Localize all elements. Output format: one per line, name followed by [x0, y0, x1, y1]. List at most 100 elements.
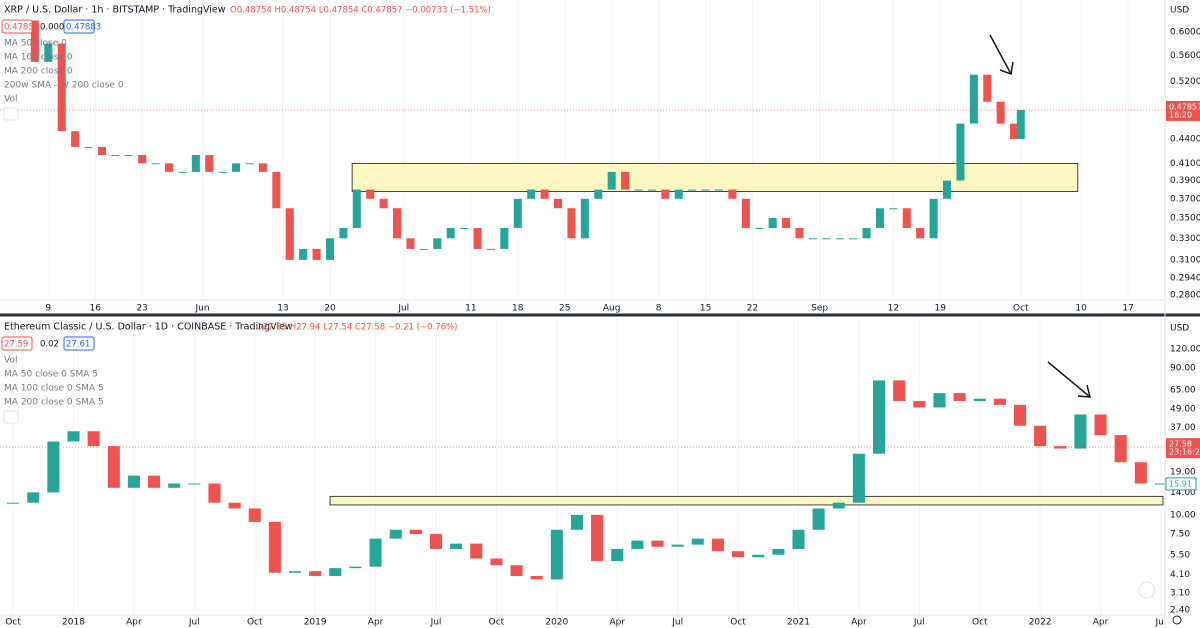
chip-box[interactable] [63, 336, 95, 351]
x-tick-label: Apr [1093, 618, 1109, 628]
candle [87, 431, 100, 447]
indicator-label[interactable]: MA 100 close 0 SMA 5 [4, 384, 104, 394]
candle [792, 529, 805, 549]
candle [1094, 414, 1107, 436]
candle [151, 163, 160, 165]
settings-icon[interactable] [1172, 615, 1182, 625]
candle [983, 74, 992, 102]
candle [832, 502, 845, 509]
candle [178, 171, 187, 173]
candle [349, 566, 362, 569]
candle [1114, 435, 1127, 463]
indicator-label[interactable]: Vol [4, 356, 17, 366]
indicator-label[interactable]: MA 200 close 0 [4, 67, 73, 77]
candle [607, 171, 616, 190]
chart-title: Ethereum Classic / U.S. Dollar · 1D · CO… [4, 322, 293, 333]
candle [527, 189, 536, 199]
candle [490, 558, 503, 566]
chip-value[interactable]: 0.47858 [4, 23, 39, 33]
x-tick-label: Jul [671, 618, 683, 628]
candle [369, 538, 382, 567]
y-tick-label: 4.10 [1170, 570, 1190, 580]
candle [232, 163, 241, 172]
annotation-arrow [1047, 361, 1091, 398]
candle [540, 189, 549, 199]
x-tick-label: Oct [5, 618, 21, 628]
candle [634, 189, 643, 191]
indicator-label[interactable]: MA 50 close 0 [4, 39, 67, 49]
candle [218, 171, 227, 173]
candle [852, 453, 865, 503]
candle [671, 544, 684, 547]
candle [470, 543, 483, 559]
candle [409, 529, 422, 535]
collapse-button[interactable] [3, 410, 19, 424]
chip-value[interactable]: 0.47883 [66, 23, 101, 33]
candle [550, 529, 563, 580]
x-tick-label: Oct [1013, 304, 1029, 314]
x-tick-label: 2019 [304, 618, 327, 628]
candle [107, 446, 120, 488]
candle [893, 380, 906, 402]
x-tick-label: 13 [277, 304, 288, 314]
candle [1016, 109, 1025, 139]
ohlc-readout: O27.83 H27.94 L27.54 C27.58 −0.21 (−0.76… [256, 323, 457, 333]
indicator-label[interactable]: MA 100 close 0 [4, 53, 73, 63]
candle [902, 208, 911, 228]
x-tick-label: 2018 [62, 618, 85, 628]
chip-box[interactable] [1, 19, 33, 34]
candle [611, 548, 624, 562]
y-tick-label: 10.00 [1170, 510, 1196, 520]
indicator-label[interactable]: MA 200 close 0 SMA 5 [4, 398, 104, 408]
collapse-button[interactable] [3, 107, 19, 121]
candle [530, 576, 543, 580]
candle [433, 238, 442, 249]
chip-box[interactable] [63, 19, 95, 34]
chip-value[interactable]: 27.59 [4, 340, 28, 350]
candle [272, 171, 281, 209]
x-tick-label: 10 [1075, 304, 1087, 314]
candle [647, 189, 656, 191]
candle [591, 514, 604, 562]
candle [299, 248, 308, 260]
candle [553, 198, 563, 209]
candle [849, 238, 858, 240]
scroll-button[interactable] [1138, 581, 1156, 599]
candle [148, 475, 161, 488]
candle [285, 208, 294, 260]
indicator-label[interactable]: 200w SMA - W 200 close 0 [4, 81, 124, 91]
candle [772, 548, 785, 555]
y-tick-label: 37.00 [1170, 423, 1196, 433]
indicator-label[interactable]: MA 50 close 0 SMA 5 [4, 370, 98, 380]
candle [755, 227, 764, 229]
candle [168, 483, 181, 488]
candle [570, 514, 584, 530]
chip-box[interactable] [1, 336, 33, 351]
price-tag [1166, 100, 1200, 121]
candle [44, 43, 53, 62]
candle [913, 401, 926, 408]
candle [969, 74, 978, 124]
x-tick-label: Oct [247, 618, 263, 628]
chip-value[interactable]: 27.61 [66, 340, 90, 350]
currency-label: USD [1170, 6, 1189, 16]
candle [621, 171, 630, 190]
x-tick-label: Jul [1155, 618, 1167, 628]
candle [352, 189, 361, 228]
y-tick-label: 19.00 [1170, 468, 1196, 478]
y-tick-label: 5.50 [1170, 550, 1190, 560]
y-tick-label: 90.00 [1170, 364, 1196, 374]
indicator-label[interactable]: Vol [4, 95, 17, 105]
last-price-label: 27.58 [1169, 440, 1192, 449]
candle [1010, 123, 1019, 139]
candle [674, 189, 683, 199]
candle [714, 189, 724, 191]
x-tick-label: 2020 [545, 618, 568, 628]
candle [473, 227, 482, 249]
